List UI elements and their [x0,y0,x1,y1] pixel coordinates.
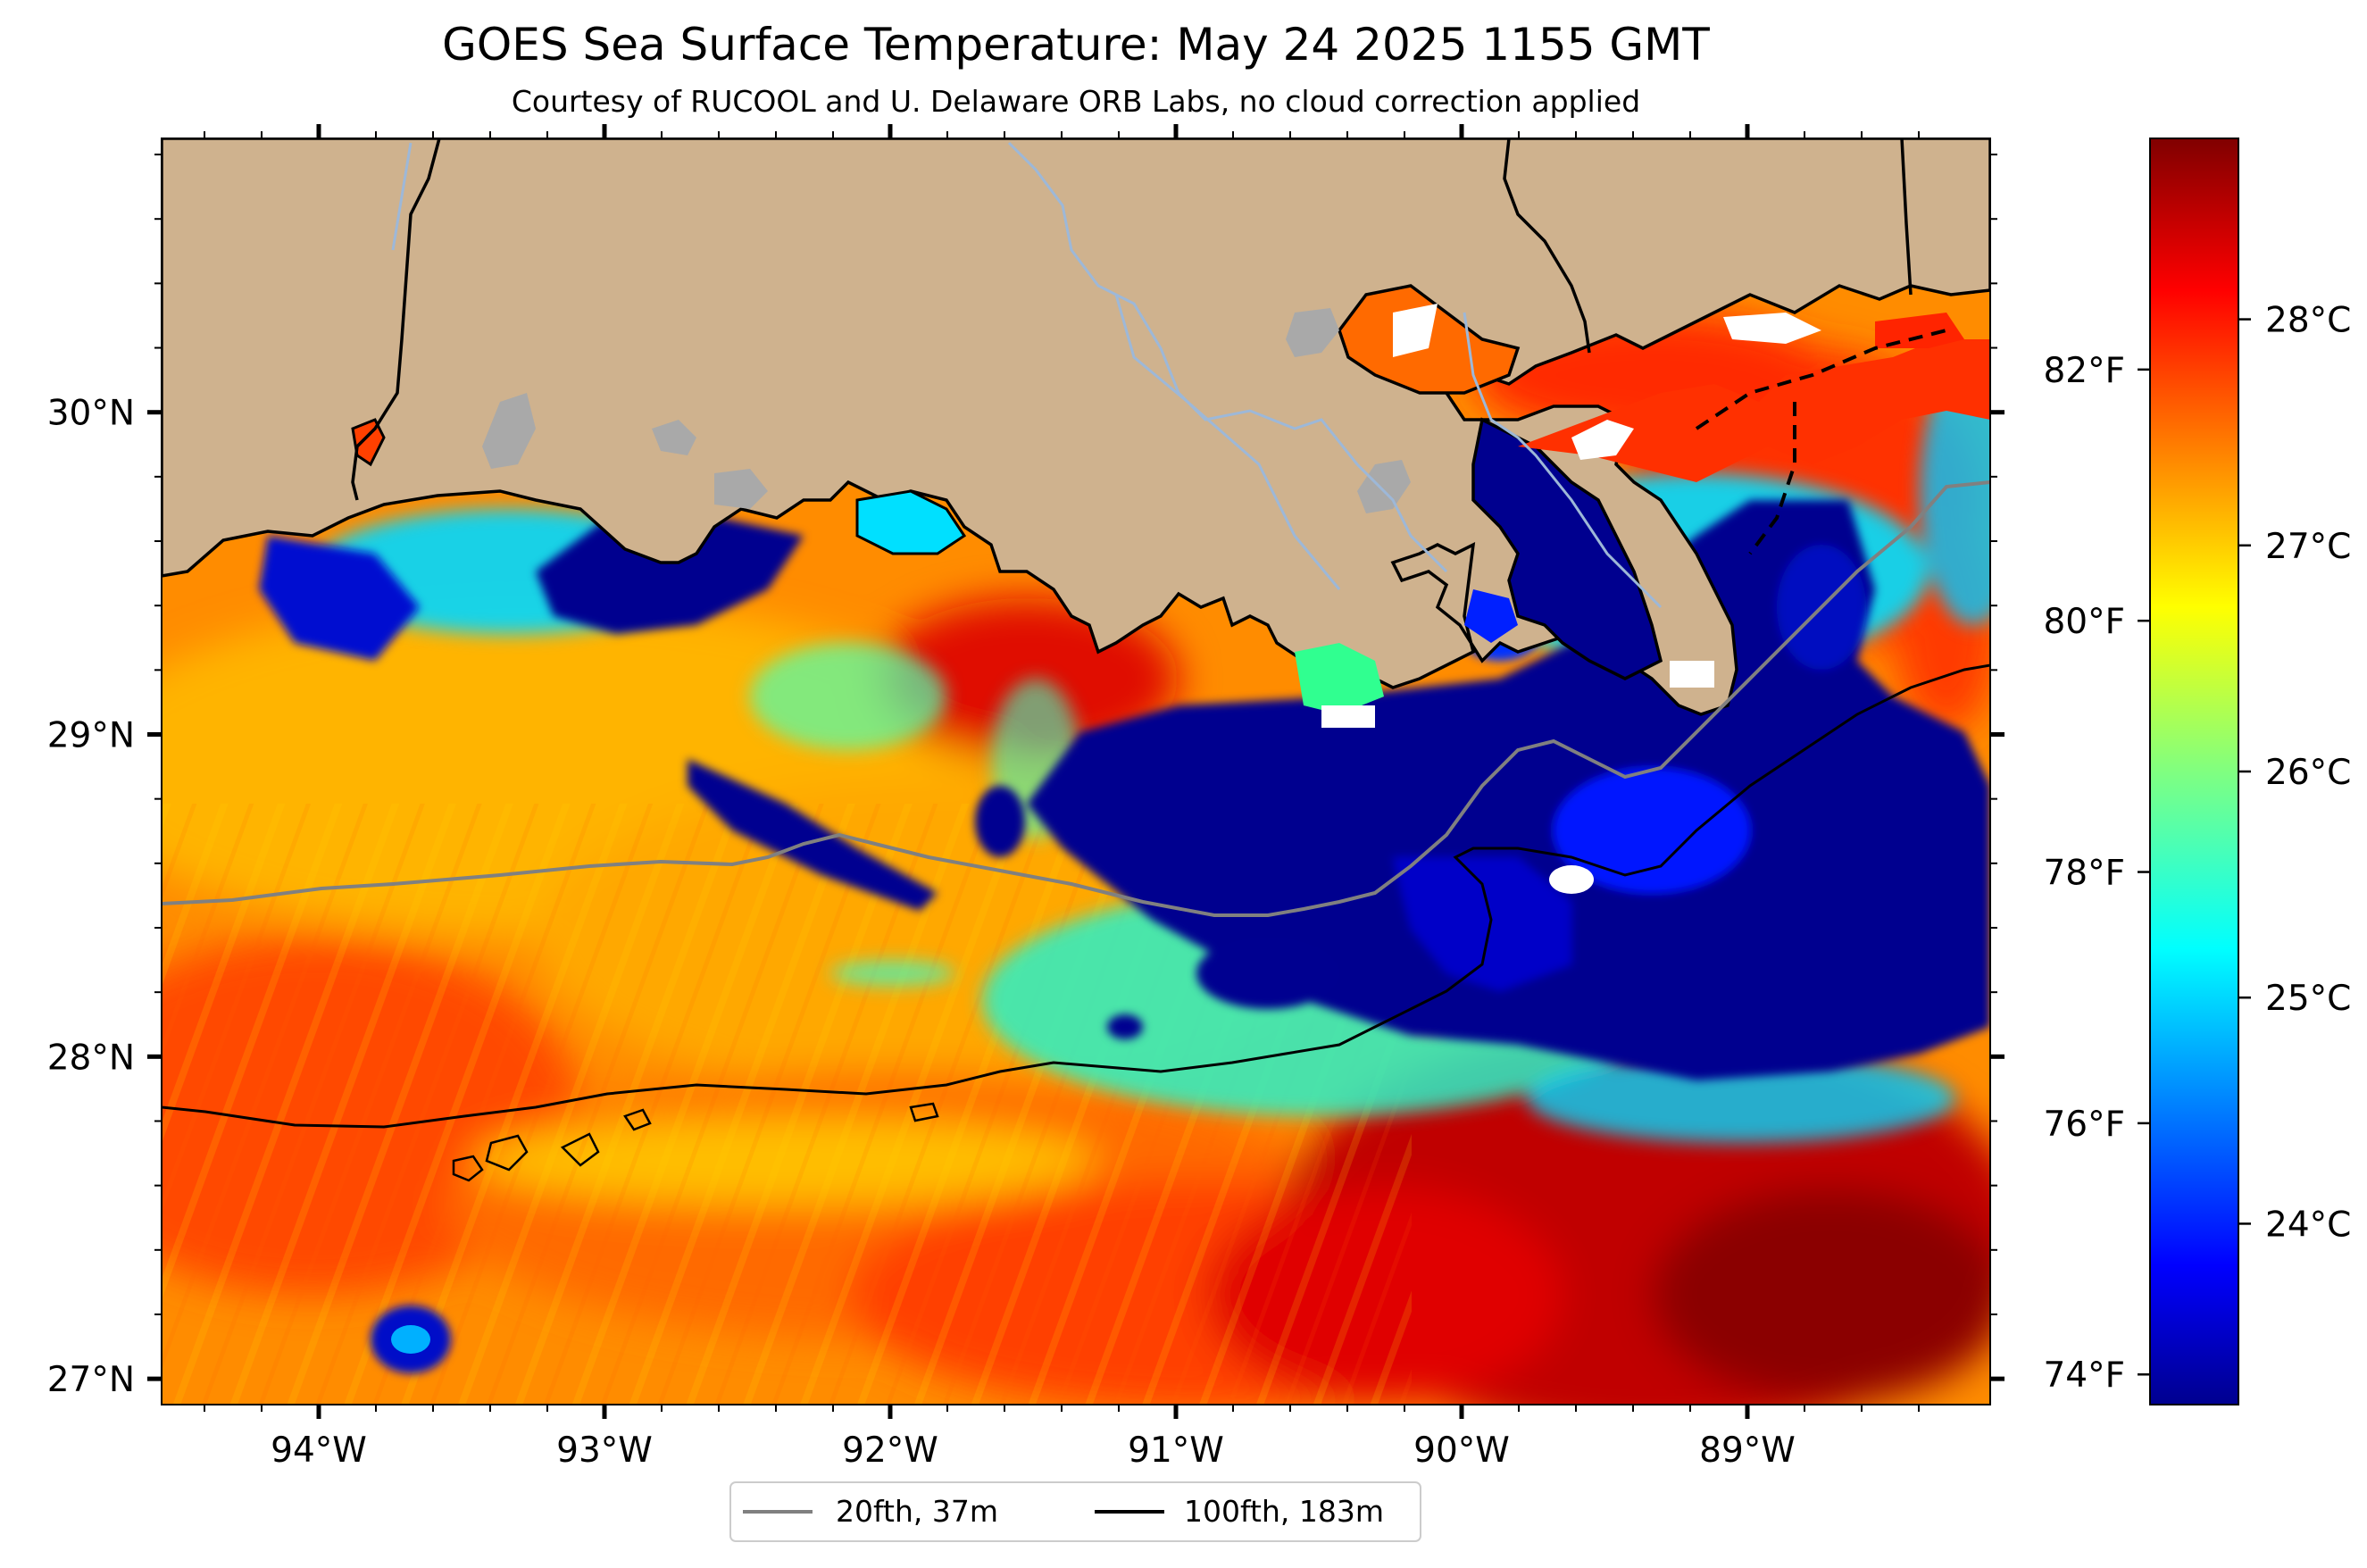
colorbar: 24°C 25°C 26°C 27°C 28°C 74°F 76°F 78°F 80°F 82°F [2043,138,2351,1405]
fahrenheit-tick-label: 82°F [2043,351,2125,391]
state-boundaries [351,138,1913,501]
celsius-tick-label: 26°C [2265,753,2351,793]
map-tick-labels: 94°W 93°W 92°W 91°W 90°W 89°W 30°N 29°N 28°N 27°N [47,394,1796,1471]
legend: 20fth, 37m 100fth, 183m [729,1481,1421,1542]
lon-tick-label: 91°W [1128,1430,1224,1471]
colorbar-gradient [2149,138,2239,1405]
legend-label-20fth: 20fth, 37m [836,1494,998,1529]
fahrenheit-tick-label: 80°F [2043,602,2125,642]
map-ticks [147,124,2004,1419]
lat-tick-label: 30°N [47,394,135,434]
bank-contours [452,1102,939,1182]
celsius-tick-label: 25°C [2265,979,2351,1019]
lakes [482,308,1411,513]
lon-tick-label: 89°W [1699,1430,1796,1471]
isobath-20fth [162,480,1990,917]
colorbar-ticks: 24°C 25°C 26°C 27°C 28°C 74°F 76°F 78°F 80°F 82°F [2043,301,2351,1397]
lat-tick-label: 29°N [47,716,135,756]
celsius-tick-label: 24°C [2265,1205,2351,1245]
lat-tick-label: 28°N [47,1038,135,1078]
inland-bay [1471,417,1663,680]
lon-tick-label: 93°W [556,1430,653,1471]
legend-label-100fth: 100fth, 183m [1184,1494,1384,1529]
legend-box [729,1481,1421,1542]
lon-tick-label: 92°W [842,1430,938,1471]
rivers [391,141,1663,609]
fahrenheit-tick-label: 78°F [2043,854,2125,894]
cloud-patch [1549,865,1594,894]
map-frame [161,138,1991,1405]
map-panel [162,138,1990,1405]
figure-subtitle: Courtesy of RUCOOL and U. Delaware ORB L… [512,84,1640,119]
fahrenheit-tick-label: 76°F [2043,1105,2125,1145]
isobath-100fth [162,663,1990,1129]
celsius-tick-label: 28°C [2265,301,2351,341]
celsius-tick-label: 27°C [2265,527,2351,567]
lat-tick-label: 27°N [47,1360,135,1400]
figure-title: GOES Sea Surface Temperature: May 24 202… [442,19,1710,71]
lon-tick-label: 94°W [271,1430,367,1471]
fahrenheit-tick-label: 74°F [2043,1355,2125,1396]
lon-tick-label: 90°W [1413,1430,1510,1471]
